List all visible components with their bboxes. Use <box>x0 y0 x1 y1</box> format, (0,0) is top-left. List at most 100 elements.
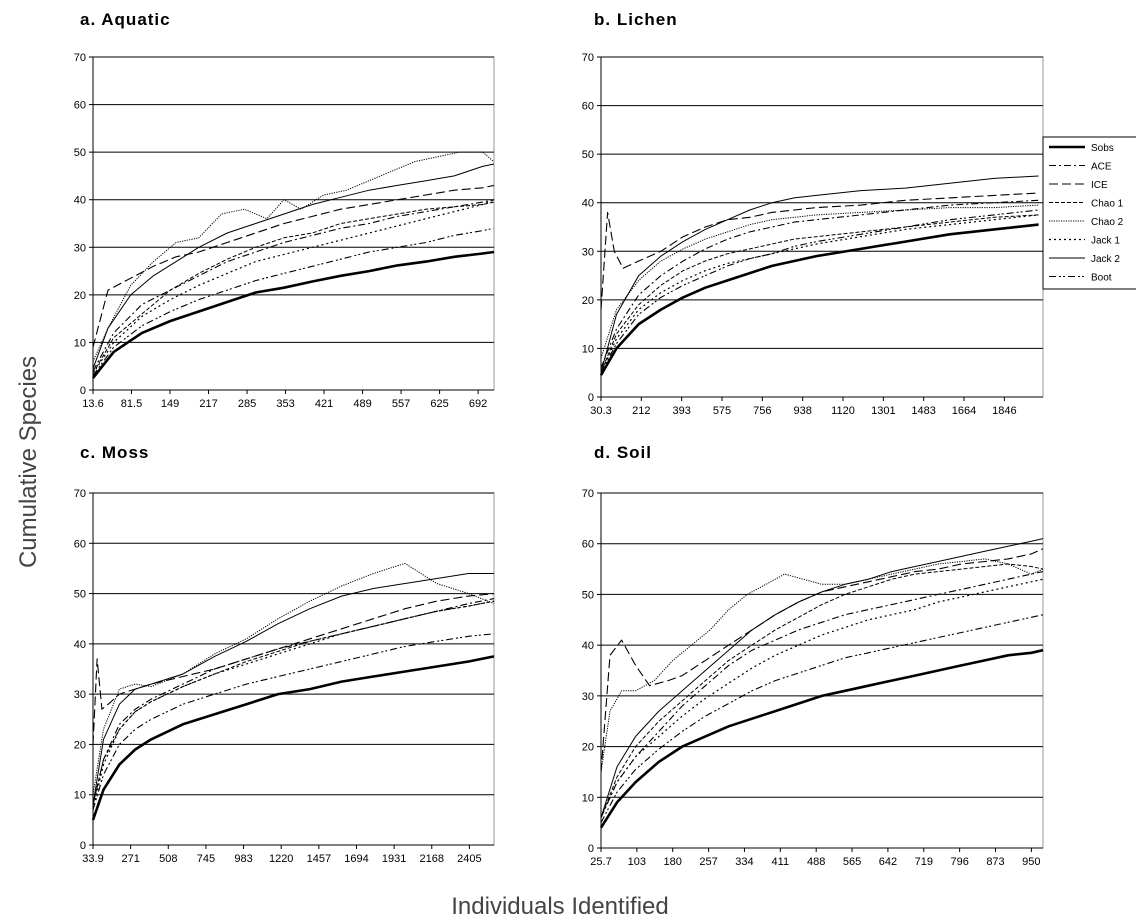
y-tick-label: 40 <box>582 198 594 210</box>
series-line-chao-2 <box>92 151 495 362</box>
x-tick-label: 271 <box>121 853 139 865</box>
y-tick-label: 50 <box>74 147 86 159</box>
x-tick-label: 334 <box>735 856 753 868</box>
plot-area <box>600 56 1044 398</box>
x-tick-label: 212 <box>632 405 650 417</box>
legend-label: ACE <box>1091 162 1112 173</box>
panel-title: a. Aquatic <box>80 10 171 29</box>
y-tick-label: 60 <box>74 538 86 550</box>
y-tick-label: 0 <box>80 385 86 397</box>
x-tick-label: 81.5 <box>121 398 142 410</box>
series-line-jack-2 <box>92 573 494 805</box>
x-tick-label: 2168 <box>420 853 444 865</box>
x-tick-label: 1120 <box>831 405 855 417</box>
x-tick-label: 411 <box>772 856 790 868</box>
x-tick-label: 950 <box>1022 856 1040 868</box>
x-tick-label: 938 <box>793 405 811 417</box>
y-tick-label: 20 <box>582 742 594 754</box>
y-tick-label: 30 <box>582 246 594 258</box>
x-tick-label: 1846 <box>992 405 1016 417</box>
series-line-sobs <box>599 648 1044 829</box>
x-tick-label: 796 <box>950 856 968 868</box>
y-tick-label: 20 <box>74 739 86 751</box>
legend-box <box>1042 136 1136 290</box>
series-line-ice <box>92 184 495 348</box>
y-tick-label: 50 <box>74 589 86 601</box>
legend-label: ICE <box>1091 180 1108 191</box>
y-tick-label: 30 <box>74 242 86 254</box>
x-tick-label: 565 <box>843 856 861 868</box>
y-tick-label: 60 <box>74 100 86 112</box>
legend-label: Boot <box>1091 273 1112 284</box>
y-tick-label: 70 <box>74 52 86 64</box>
y-tick-label: 20 <box>582 295 594 307</box>
series-line-ice <box>600 192 1039 310</box>
panels: a. Aquatic 0 10 20 30 40 50 60 70 13.6 81.5 149 217 2… <box>74 10 1044 868</box>
x-tick-label: 1220 <box>269 853 293 865</box>
series-line-jack-1 <box>92 600 495 810</box>
y-tick-label: 30 <box>582 691 594 703</box>
x-tick-label: 25.7 <box>590 856 611 868</box>
panel-c-moss: c. Moss 0 10 20 30 40 50 60 70 33.9 271 508 745 983 12… <box>74 443 495 865</box>
series-line-chao-1 <box>92 201 495 374</box>
y-tick-label: 50 <box>582 589 594 601</box>
series-line-jack-1 <box>600 578 1044 818</box>
series-line-jack-2 <box>600 538 1044 818</box>
x-tick-label: 353 <box>276 398 294 410</box>
x-tick-label: 257 <box>699 856 717 868</box>
plot-area <box>600 492 1044 849</box>
y-tick-label: 0 <box>588 392 594 404</box>
legend-label: Sobs <box>1091 143 1114 154</box>
series-line-jack-2 <box>600 175 1039 373</box>
panel-title: b. Lichen <box>594 10 678 29</box>
x-tick-label: 508 <box>159 853 177 865</box>
panel-b-lichen: b. Lichen 0 10 20 30 40 50 60 70 30.3 212 393 575 756… <box>582 10 1044 417</box>
series-line-jack-2 <box>92 163 495 369</box>
series-line-ace <box>600 571 1044 818</box>
x-tick-label: 421 <box>315 398 333 410</box>
x-tick-label: 719 <box>915 856 933 868</box>
series-line-sobs <box>91 655 495 821</box>
y-tick-label: 40 <box>582 640 594 652</box>
y-tick-label: 30 <box>74 689 86 701</box>
x-tick-label: 285 <box>238 398 256 410</box>
legend-label: Jack 1 <box>1091 236 1120 247</box>
x-tick-label: 692 <box>469 398 487 410</box>
x-tick-label: 625 <box>430 398 448 410</box>
plot-area <box>92 492 495 846</box>
series-line-chao-1 <box>600 563 1044 818</box>
y-tick-label: 10 <box>74 337 86 349</box>
x-tick-label: 873 <box>986 856 1004 868</box>
series-line-sobs <box>91 250 495 379</box>
series-line-chao-1 <box>600 214 1039 373</box>
y-tick-label: 50 <box>582 149 594 161</box>
x-tick-label: 1931 <box>382 853 406 865</box>
y-tick-label: 20 <box>74 290 86 302</box>
x-axis-title: Individuals Identified <box>451 893 668 920</box>
x-tick-label: 30.3 <box>590 405 611 417</box>
y-tick-label: 0 <box>80 840 86 852</box>
x-tick-label: 13.6 <box>82 398 103 410</box>
x-tick-label: 575 <box>713 405 731 417</box>
x-tick-label: 1694 <box>344 853 368 865</box>
y-tick-label: 60 <box>582 101 594 113</box>
x-tick-label: 745 <box>197 853 215 865</box>
series-line-chao-2 <box>600 204 1039 359</box>
x-tick-label: 1483 <box>911 405 935 417</box>
series-line-boot <box>92 227 495 377</box>
x-tick-label: 1457 <box>307 853 331 865</box>
x-tick-label: 180 <box>664 856 682 868</box>
series-line-boot <box>600 209 1039 373</box>
series-line-ice <box>92 593 495 745</box>
panel-title: c. Moss <box>80 443 149 462</box>
x-tick-label: 489 <box>353 398 371 410</box>
series-line-jack-1 <box>92 199 495 374</box>
x-tick-label: 488 <box>807 856 825 868</box>
x-tick-label: 33.9 <box>82 853 103 865</box>
y-tick-label: 10 <box>74 790 86 802</box>
series-line-chao-2 <box>92 562 495 795</box>
x-tick-label: 756 <box>753 405 771 417</box>
panel-a-aquatic: a. Aquatic 0 10 20 30 40 50 60 70 13.6 81.5 149 217 2… <box>74 10 495 410</box>
y-tick-label: 10 <box>582 343 594 355</box>
